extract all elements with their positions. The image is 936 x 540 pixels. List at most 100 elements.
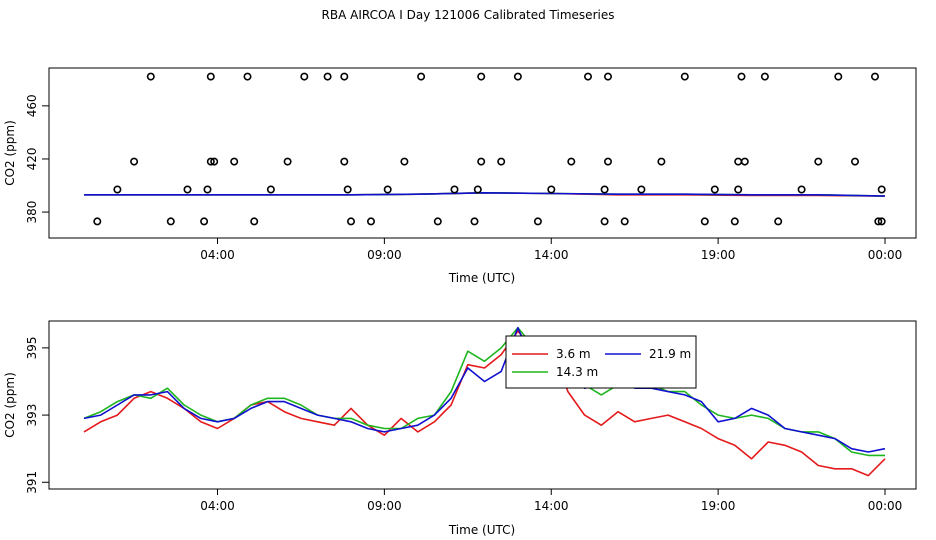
scatter-point [834,72,843,81]
scatter-point [166,217,175,226]
scatter-point [657,157,666,166]
scatter-point [183,185,192,194]
legend: 3.6 m 21.9 m 14.3 m [505,335,697,389]
scatter-point [473,185,482,194]
top-x-tick-label: 04:00 [200,248,235,262]
bottom-y-tick-label: 391 [25,471,39,494]
scatter-point [146,72,155,81]
top-x-tick-label: 00:00 [868,248,903,262]
bottom-series-line-3-6-m [83,330,886,477]
top-y-tick-label: 420 [25,148,39,171]
scatter-point [734,185,743,194]
top-y-axis-label: CO2 (ppm) [3,120,17,186]
top-series-group [84,192,886,197]
top-points-group [93,72,886,226]
bottom-x-tick-label: 00:00 [868,499,903,513]
bottom-y-tick-label: 393 [25,404,39,427]
bottom-axes: 04:00 09:00 14:00 19:00 00:00 391 393 395 [25,336,902,513]
scatter-point [583,72,592,81]
scatter-point [603,72,612,81]
top-y-tick-label: 380 [25,201,39,224]
scatter-point [797,185,806,194]
scatter-point [200,217,209,226]
top-plot-frame [48,67,917,239]
scatter-point [206,157,215,166]
bottom-x-tick-label: 04:00 [200,499,235,513]
scatter-point [513,72,522,81]
scatter-point [450,185,459,194]
bottom-y-axis-label: CO2 (ppm) [3,372,17,438]
scatter-point [417,72,426,81]
legend-label-14-3m: 14.3 m [556,365,598,379]
scatter-point [877,185,886,194]
scatter-point [130,157,139,166]
scatter-point [760,72,769,81]
scatter-point [346,217,355,226]
scatter-point [477,157,486,166]
scatter-point [737,72,746,81]
scatter-point [210,157,219,166]
scatter-point [477,72,486,81]
top-panel: 04:00 09:00 14:00 19:00 00:00 380 420 460 Time … [3,67,917,285]
scatter-point [700,217,709,226]
chart-title: RBA AIRCOA I Day 121006 Calibrated Times… [321,8,615,22]
scatter-point [93,217,102,226]
bottom-panel: 04:00 09:00 14:00 19:00 00:00 391 393 395 3.6 m… [3,320,917,537]
top-axes: 04:00 09:00 14:00 19:00 00:00 380 420 460 [25,94,902,262]
scatter-point [603,157,612,166]
scatter-point [814,157,823,166]
scatter-point [870,72,879,81]
scatter-point [740,157,749,166]
top-x-tick-label: 19:00 [701,248,736,262]
bottom-series-line-14-3-m [83,326,885,457]
top-x-tick-label: 14:00 [534,248,569,262]
scatter-point [203,185,212,194]
scatter-point [300,72,309,81]
scatter-point [343,185,352,194]
scatter-point [283,157,292,166]
scatter-point [206,72,215,81]
scatter-point [637,185,646,194]
scatter-point [850,157,859,166]
scatter-point [877,217,886,226]
bottom-y-tick-label: 395 [25,336,39,359]
scatter-point [340,72,349,81]
scatter-point [567,157,576,166]
scatter-point [366,217,375,226]
scatter-point [533,217,542,226]
legend-box [505,335,697,389]
top-y-tick-label: 460 [25,94,39,117]
bottom-series-line-21-9-m [83,326,886,453]
top-x-axis-label: Time (UTC) [448,271,515,285]
scatter-point [433,217,442,226]
legend-label-21-9m: 21.9 m [649,347,691,361]
bottom-x-axis-label: Time (UTC) [448,523,515,537]
top-x-tick-label: 09:00 [367,248,402,262]
scatter-point [600,217,609,226]
bottom-x-tick-label: 19:00 [701,499,736,513]
scatter-point [730,217,739,226]
scatter-point [383,185,392,194]
scatter-point [400,157,409,166]
scatter-point [113,185,122,194]
scatter-point [250,217,259,226]
scatter-point [323,72,332,81]
scatter-point [710,185,719,194]
bottom-x-tick-label: 09:00 [367,499,402,513]
scatter-point [680,72,689,81]
scatter-point [266,185,275,194]
scatter-point [874,217,883,226]
scatter-point [497,157,506,166]
scatter-point [774,217,783,226]
bottom-plot-frame [48,320,917,490]
scatter-point [230,157,239,166]
scatter-point [340,157,349,166]
scatter-point [734,157,743,166]
bottom-series-group [83,326,886,477]
scatter-point [600,185,609,194]
bottom-x-tick-label: 14:00 [534,499,569,513]
scatter-point [470,217,479,226]
scatter-point [620,217,629,226]
scatter-point [243,72,252,81]
